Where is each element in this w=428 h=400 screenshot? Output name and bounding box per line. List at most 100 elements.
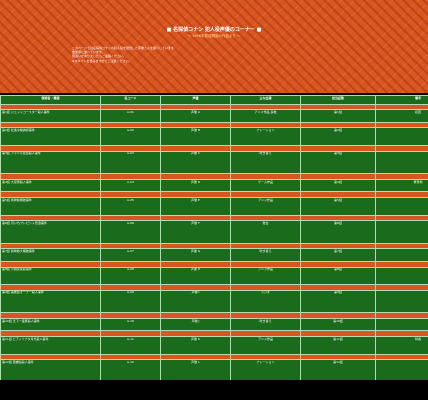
table-cell: A-10: [100, 317, 161, 332]
table-cell: A-03: [100, 150, 161, 175]
column-header: 主な出演: [230, 95, 301, 105]
table-cell: 声優 H: [160, 266, 231, 286]
table-cell: [375, 220, 428, 244]
intro-line: 間違いがありましたらご連絡ください。: [72, 54, 127, 59]
table-cell: A-02: [100, 127, 161, 146]
table-cell: [375, 196, 428, 216]
table-cell: 第3話: [300, 150, 376, 175]
column-header: 備考: [375, 95, 428, 105]
table-cell: 第10話: [300, 317, 376, 332]
table-cell: 第4話: [300, 178, 376, 193]
table-cell: アニメ作品 多数: [230, 109, 301, 123]
table-row: 第5話 新幹線爆破事件 A-05 声優 E アニメ作品 第5話: [0, 196, 428, 216]
row-separator: [0, 191, 428, 198]
table-cell: 声優 J: [160, 317, 231, 332]
table-cell: 声優 I: [160, 289, 231, 314]
table-cell: 第12話 図書館殺人事件: [0, 359, 101, 380]
table-cell: 再登場: [375, 178, 428, 193]
table-cell: [375, 359, 428, 380]
table-row: 第11話 ピアノソナタ月光殺人事件 A-11 声優 K アニメ作品 第11話 特番: [0, 336, 428, 355]
table-cell: A-12: [100, 359, 161, 380]
table-cell: 声優 L: [160, 359, 231, 380]
table-cell: 舞台: [230, 220, 301, 244]
table: 容疑者 / 職業 役コード 声優 主な出演 担当話数 備考 第1話 ジェットコースター殺人…: [0, 95, 428, 380]
intro-line: このページでは名探偵コナンの犯人役を担当した声優さんを紹介しています。: [72, 46, 177, 50]
row-separator: [0, 330, 428, 338]
table-row: 第9話 美術館オーナー殺人事件 A-09 声優 I ラジオ 第9話: [0, 289, 428, 314]
table-cell: 第8話: [300, 266, 376, 286]
table-cell: 第1話 ジェットコースター殺人事件: [0, 109, 101, 123]
table-cell: 声優 D: [160, 178, 231, 193]
table-row: 第7話 新幹線大爆破事件 A-07 声優 G 吹き替え 第7話: [0, 248, 428, 262]
table-cell: 第9話: [300, 289, 376, 314]
table-row: 第10話 天下一夜祭殺人事件 A-10 声優 J 吹き替え 第10話: [0, 317, 428, 332]
row-separator: [0, 145, 428, 152]
table-cell: A-04: [100, 178, 161, 193]
table-cell: A-06: [100, 220, 161, 244]
table-cell: A-09: [100, 289, 161, 314]
table-cell: 第2話 社長令嬢誘拐事件: [0, 127, 101, 146]
row-separator: [0, 312, 428, 319]
table-cell: 声優 C: [160, 150, 231, 175]
table-cell: 第12話: [300, 359, 376, 380]
intro-line: 放送順に並べています。: [72, 50, 105, 55]
table-cell: A-07: [100, 248, 161, 262]
table-cell: A-08: [100, 266, 161, 286]
table-cell: アニメ作品: [230, 336, 301, 355]
table-cell: 声優 F: [160, 220, 231, 244]
table-cell: 声優 B: [160, 127, 231, 146]
column-header: 容疑者 / 職業: [0, 95, 101, 105]
table-cell: アニメ作品: [230, 266, 301, 286]
table-cell: 初回: [375, 109, 428, 123]
table-cell: 第9話 美術館オーナー殺人事件: [0, 289, 101, 314]
table-cell: [375, 266, 428, 286]
table-cell: 第7話: [300, 248, 376, 262]
table-cell: アニメ作品: [230, 196, 301, 216]
intro-line: ※ネタバレを含みますのでご注意ください。: [72, 58, 132, 63]
table-cell: 第2話: [300, 127, 376, 146]
table-cell: 吹き替え: [230, 248, 301, 262]
table-row: 第3話 アイドル密室殺人事件 A-03 声優 C 吹き替え 第3話: [0, 150, 428, 175]
table-cell: 特番: [375, 336, 428, 355]
table-cell: 第1話: [300, 109, 376, 123]
table-cell: ゲーム作品: [230, 178, 301, 193]
table-cell: ラジオ: [230, 289, 301, 314]
table-row: 第4話 大富豪殺人事件 A-04 声優 D ゲーム作品 第4話 再登場: [0, 178, 428, 193]
table-cell: 第11話 ピアノソナタ月光殺人事件: [0, 336, 101, 355]
table-cell: [375, 317, 428, 332]
table-cell: 声優 G: [160, 248, 231, 262]
table-cell: [375, 248, 428, 262]
table-cell: ナレーション: [230, 127, 301, 146]
table-cell: 声優 A: [160, 109, 231, 123]
table-cell: A-01: [100, 109, 161, 123]
table-cell: [375, 127, 428, 146]
table-cell: 第5話: [300, 196, 376, 216]
table-cell: A-05: [100, 196, 161, 216]
table-cell: [375, 289, 428, 314]
table-cell: A-11: [100, 336, 161, 355]
table-row: 第6話 月いちプレゼント脅迫事件 A-06 声優 F 舞台 第6話: [0, 220, 428, 244]
table-cell: 第6話: [300, 220, 376, 244]
table-row: 第1話 ジェットコースター殺人事件 A-01 声優 A アニメ作品 多数 第1話 初回: [0, 109, 428, 123]
table-row: 第2話 社長令嬢誘拐事件 A-02 声優 B ナレーション 第2話: [0, 127, 428, 146]
row-separator: [0, 242, 428, 250]
column-header: 役コード: [100, 95, 161, 105]
table-cell: 吹き替え: [230, 317, 301, 332]
table-row: 第12話 図書館殺人事件 A-12 声優 L ナレーション 第12話: [0, 359, 428, 380]
table-cell: 声優 E: [160, 196, 231, 216]
table-cell: 第11話: [300, 336, 376, 355]
intro: このページでは名探偵コナンの犯人役を担当した声優さんを紹介しています。 放送順に並…: [72, 46, 272, 63]
table-cell: [375, 150, 428, 175]
table-area: 容疑者 / 職業 役コード 声優 主な出演 担当話数 備考 第1話 ジェットコースター殺人…: [0, 95, 428, 380]
table-cell: 第6話 月いちプレゼント脅迫事件: [0, 220, 101, 244]
column-header: 声優: [160, 95, 231, 105]
column-header: 担当話数: [300, 95, 376, 105]
table-row: 第8話 小説家失踪事件 A-08 声優 H アニメ作品 第8話: [0, 266, 428, 286]
table-cell: 第10話 天下一夜祭殺人事件: [0, 317, 101, 332]
table-cell: 第7話 新幹線大爆破事件: [0, 248, 101, 262]
table-cell: 第5話 新幹線爆破事件: [0, 196, 101, 216]
page-subtitle: ～ 1996年放送開始の作品より ～: [187, 34, 241, 38]
table-cell: 第4話 大富豪殺人事件: [0, 178, 101, 193]
page-title: ■ 名探偵コナン 犯人役声優のコーナー ■: [166, 27, 262, 33]
